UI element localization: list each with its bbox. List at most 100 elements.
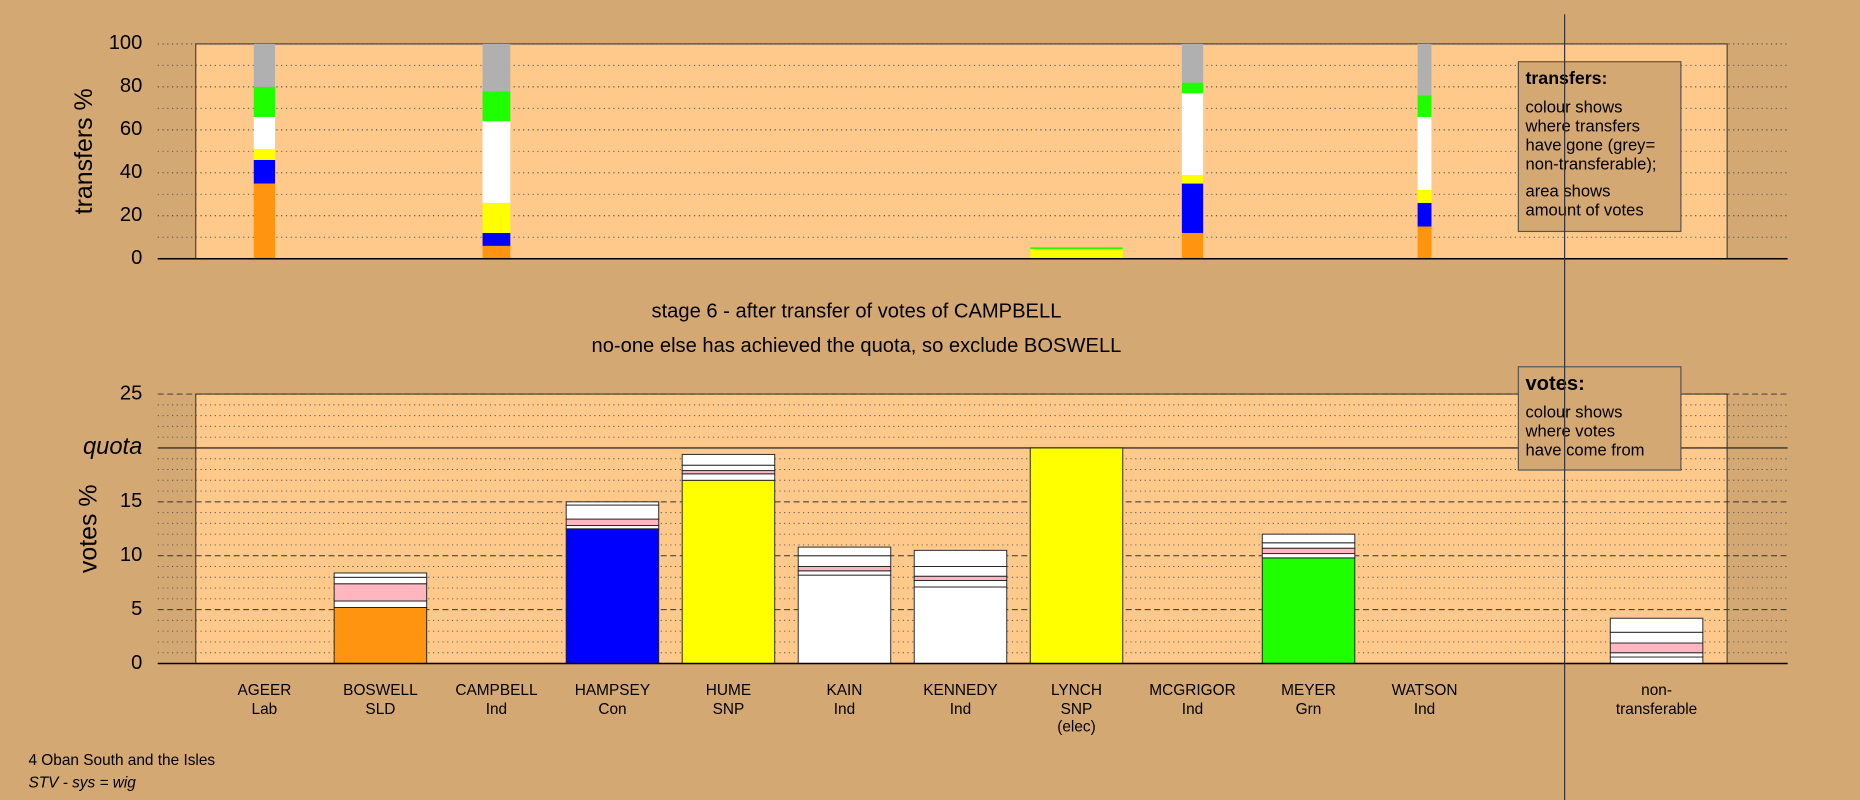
bar-segment [1261, 553, 1356, 559]
bar-segment [681, 473, 776, 481]
bar-segment [333, 572, 428, 578]
footer-line: 4 Oban South and the Isles [28, 752, 215, 769]
legend-title: transfers: [1525, 68, 1607, 88]
bar-segment [1261, 547, 1356, 555]
bar-segment [565, 525, 660, 530]
x-tick-label: KENNEDY [923, 682, 997, 699]
bar-segment [253, 43, 276, 87]
bar-segment [797, 555, 892, 567]
x-tick-sublabel: transferable [1616, 701, 1697, 718]
bar-segment [1609, 652, 1704, 658]
bar-segment [253, 183, 276, 259]
x-tick-note: (elec) [1057, 719, 1096, 736]
legend-text: area shows [1525, 182, 1610, 201]
legend-text: amount of votes [1525, 201, 1643, 220]
bar-segment [565, 518, 660, 527]
legend-text: where votes [1524, 421, 1615, 440]
x-tick-label: HUME [706, 682, 751, 699]
bar-segment [1261, 542, 1356, 549]
legend-box [1517, 61, 1682, 233]
x-tick-label: LYNCH [1051, 682, 1102, 699]
bar-segment [1609, 617, 1704, 633]
bar-segment [482, 232, 511, 246]
bar-segment [681, 453, 776, 466]
bar-segment [797, 570, 892, 576]
x-tick-label: BOSWELL [343, 682, 418, 699]
bar-segment [913, 566, 1008, 577]
y-tick-label: 5 [131, 598, 142, 620]
x-tick-sublabel: Ind [950, 701, 971, 718]
y-tick-label: 100 [109, 32, 143, 54]
y-tick-label: 10 [120, 544, 142, 566]
y-tick-label: 0 [131, 247, 142, 269]
bar-segment [913, 549, 1008, 567]
bar-segment [565, 501, 660, 506]
bar-segment [1030, 247, 1123, 250]
bar-segment [482, 245, 511, 259]
bar-segment [1181, 93, 1204, 175]
legend-text: colour shows [1525, 97, 1622, 116]
bar-segment [1181, 183, 1204, 233]
bar-segment [1030, 249, 1123, 259]
bar-segment [333, 606, 428, 664]
bar-segment [482, 121, 511, 203]
footer-line: STV - sys = wig [28, 774, 136, 791]
bar-segment [913, 586, 1008, 664]
x-tick-sublabel: Lab [252, 701, 278, 718]
bar-segment [797, 546, 892, 557]
bar-segment [1261, 533, 1356, 544]
bar-segment [565, 504, 660, 520]
bar-segment [681, 470, 776, 475]
x-tick-sublabel: Ind [834, 701, 855, 718]
bar-segment [253, 86, 276, 117]
y-tick-label: quota [83, 434, 142, 460]
y-axis-label: votes % [75, 484, 103, 573]
bar-segment [565, 528, 660, 664]
bar-segment [333, 576, 428, 585]
bar-segment [333, 583, 428, 602]
x-tick-label: AGEER [237, 682, 291, 699]
bar-segment [1417, 95, 1432, 117]
x-tick-label: MCGRIGOR [1149, 682, 1235, 699]
bar-segment [1029, 447, 1124, 664]
bar-segment [253, 159, 276, 184]
x-tick-sublabel: SLD [365, 701, 395, 718]
bar-segment [681, 479, 776, 664]
x-tick-sublabel: Grn [1296, 701, 1322, 718]
legend-text: have gone (grey= [1525, 135, 1655, 154]
y-axis-label: transfers % [70, 88, 98, 214]
y-tick-label: 0 [131, 652, 142, 674]
bar-segment [253, 149, 276, 160]
x-tick-sublabel: SNP [1061, 701, 1093, 718]
bar-segment [1261, 557, 1356, 664]
bar-segment [333, 600, 428, 608]
y-tick-label: 20 [120, 204, 142, 226]
x-tick-sublabel: Ind [1182, 701, 1203, 718]
x-tick-label: KAIN [826, 682, 862, 699]
y-tick-label: 80 [120, 75, 142, 97]
x-tick-sublabel: Con [598, 701, 626, 718]
y-tick-label: 25 [120, 382, 142, 404]
y-tick-label: 40 [120, 161, 142, 183]
x-tick-label: MEYER [1281, 682, 1336, 699]
x-tick-label: non- [1641, 682, 1672, 699]
legend-text: non-transferable); [1525, 154, 1656, 173]
bar-segment [1417, 226, 1432, 259]
bar-segment [681, 464, 776, 472]
bar-segment [1181, 174, 1204, 184]
legend-text: colour shows [1525, 402, 1622, 421]
legend-text: where transfers [1524, 116, 1639, 135]
legend-box [1517, 366, 1682, 471]
bar-segment [1609, 642, 1704, 654]
y-tick-label: 15 [120, 490, 142, 512]
x-tick-label: WATSON [1392, 682, 1458, 699]
legend-text: have come from [1525, 440, 1644, 459]
bar-segment [1417, 202, 1432, 227]
bar-segment [482, 202, 511, 233]
chart-subtitle: no-one else has achieved the quota, so e… [592, 335, 1122, 357]
plot-area [195, 43, 1728, 260]
x-tick-sublabel: Ind [486, 701, 507, 718]
bar-segment [482, 91, 511, 122]
